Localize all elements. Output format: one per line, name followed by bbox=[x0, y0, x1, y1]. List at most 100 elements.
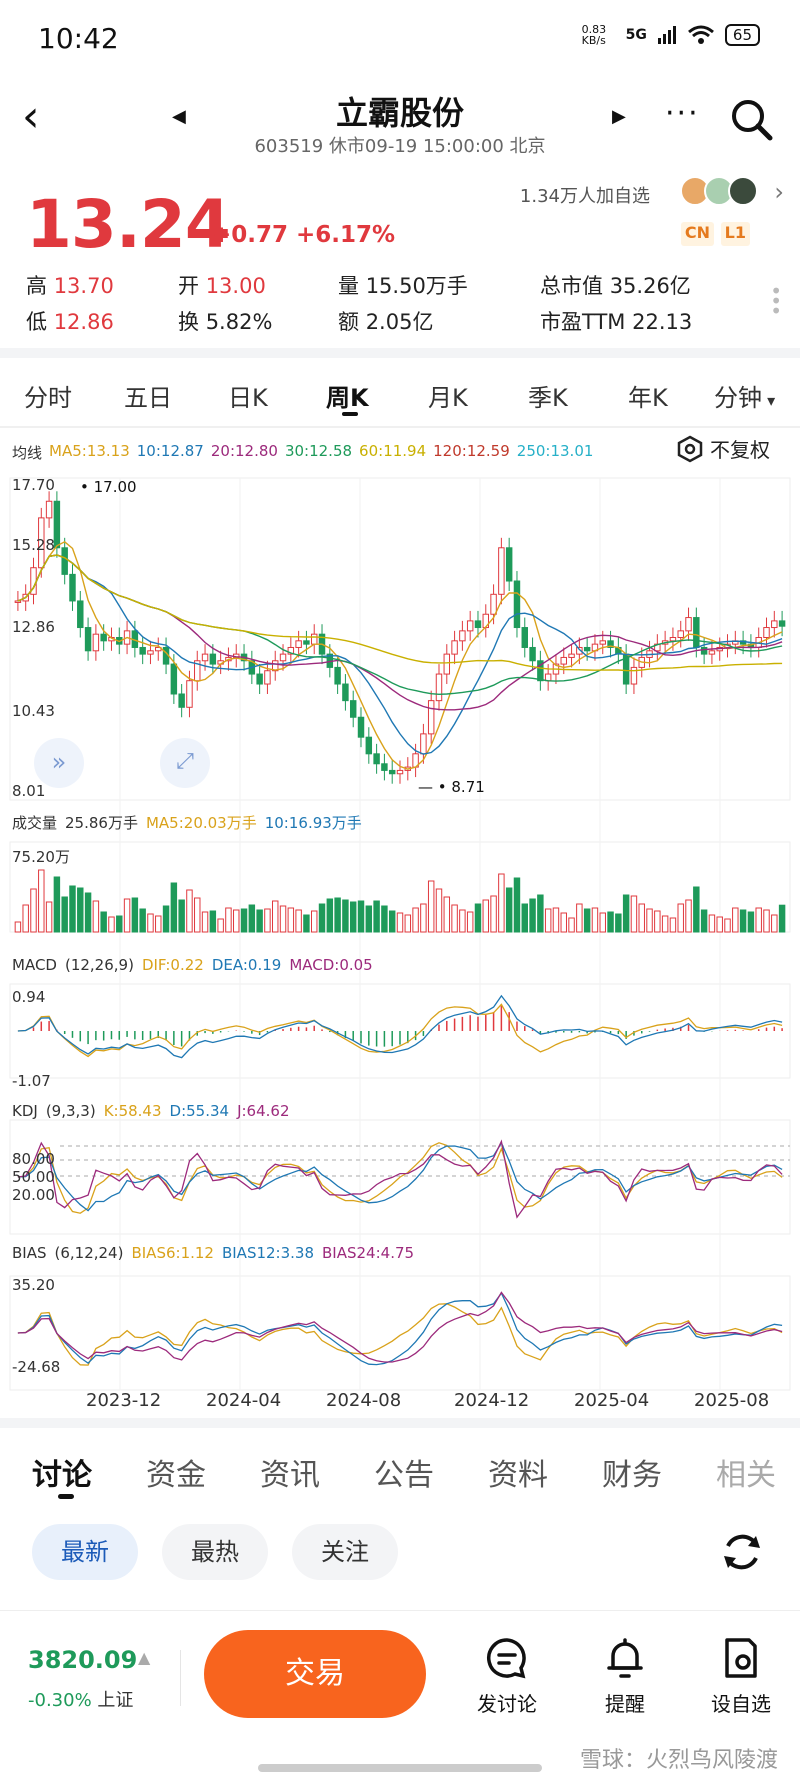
fullscreen-icon[interactable]: ⤢ bbox=[160, 738, 210, 788]
volume-bar bbox=[607, 911, 614, 933]
volume-bar bbox=[693, 886, 700, 933]
volume-bar bbox=[279, 905, 287, 933]
candle-body bbox=[186, 680, 193, 708]
kdj-k: K:58.43 bbox=[103, 1102, 162, 1120]
fast-forward-icon[interactable]: » bbox=[34, 738, 84, 788]
volume-bar bbox=[365, 905, 373, 933]
tab-five-day[interactable]: 五日 bbox=[124, 384, 172, 412]
divider bbox=[180, 1650, 181, 1706]
volume-bar bbox=[591, 907, 599, 933]
next-stock-arrow-icon[interactable]: ▶ bbox=[612, 106, 626, 127]
adjust-toggle[interactable]: 不复权 bbox=[676, 434, 770, 463]
filter-latest[interactable]: 最新 bbox=[32, 1524, 138, 1580]
followers-count[interactable]: 1.34万人加自选 bbox=[519, 186, 650, 207]
tab-discussion[interactable]: 讨论 bbox=[32, 1458, 92, 1493]
alert-button[interactable]: 提醒 bbox=[580, 1636, 670, 1717]
prev-stock-arrow-icon[interactable]: ◀ bbox=[172, 106, 186, 127]
follower-avatars[interactable] bbox=[680, 176, 758, 206]
candle-body bbox=[264, 670, 271, 685]
stat-pe-ttm: 市盈TTM 22.13 bbox=[540, 310, 693, 334]
y-tick: 12.86 bbox=[12, 618, 55, 636]
volume-bar bbox=[201, 911, 209, 933]
macd-bottom-tick: -1.07 bbox=[12, 1072, 51, 1090]
tab-quarterly-k[interactable]: 季K bbox=[528, 384, 568, 412]
candle-body bbox=[201, 653, 209, 662]
tab-profile[interactable]: 资料 bbox=[488, 1458, 548, 1493]
chart-panel bbox=[9, 983, 791, 1079]
volume-bar bbox=[708, 914, 716, 933]
index-value[interactable]: 3820.09 bbox=[28, 1646, 138, 1674]
expand-stats-icon[interactable]: • • • bbox=[770, 279, 782, 323]
tab-news[interactable]: 资讯 bbox=[260, 1458, 320, 1493]
x-date: 2024-04 bbox=[206, 1390, 282, 1411]
triangle-up-icon: ▲ bbox=[138, 1648, 151, 1667]
candle-body bbox=[349, 700, 357, 718]
volume-bar bbox=[490, 895, 497, 933]
candle-body bbox=[53, 500, 61, 549]
tab-announcements[interactable]: 公告 bbox=[374, 1458, 434, 1493]
signal-icon bbox=[657, 26, 676, 44]
ma-line bbox=[17, 540, 783, 770]
search-icon[interactable] bbox=[730, 98, 774, 142]
candle-body bbox=[170, 663, 178, 695]
candle-body bbox=[84, 627, 92, 652]
home-indicator[interactable] bbox=[258, 1764, 542, 1772]
index-change[interactable]: -0.30% 上证 bbox=[28, 1690, 134, 1711]
volume-bar bbox=[404, 914, 412, 933]
stat-open: 开 13.00 bbox=[178, 274, 266, 298]
filter-following[interactable]: 关注 bbox=[292, 1524, 398, 1580]
tab-related[interactable]: 相关 bbox=[716, 1458, 776, 1493]
volume-bar bbox=[498, 873, 505, 933]
chevron-right-icon[interactable]: › bbox=[774, 178, 784, 206]
volume-bar bbox=[53, 876, 61, 933]
trade-button[interactable]: 交易 bbox=[204, 1630, 426, 1718]
candle-body bbox=[92, 633, 100, 652]
watchlist-settings-button[interactable]: 设自选 bbox=[696, 1636, 786, 1717]
stock-code-status: 603519 休市09-19 15:00:00 北京 bbox=[254, 136, 546, 157]
volume-bar bbox=[381, 905, 388, 933]
ma-label: 均线 bbox=[12, 444, 43, 462]
avatar bbox=[728, 176, 758, 206]
macd-legend: MACD (12,26,9) DIF:0.22 DEA:0.19 MACD:0.… bbox=[12, 956, 373, 974]
candle-body bbox=[100, 633, 107, 642]
volume-bar bbox=[240, 908, 248, 933]
stock-name: 立霸股份 bbox=[335, 94, 464, 132]
macd-dif-line bbox=[17, 1003, 783, 1058]
candle-body bbox=[45, 500, 53, 519]
macd-value: MACD:0.05 bbox=[289, 956, 373, 974]
candle-body bbox=[303, 640, 310, 645]
filter-hottest[interactable]: 最热 bbox=[162, 1524, 268, 1580]
tab-minute[interactable]: 分钟 ▾ bbox=[714, 384, 776, 412]
volume-bar bbox=[576, 903, 583, 933]
tab-intraday[interactable]: 分时 bbox=[24, 384, 72, 412]
volume-bar bbox=[396, 912, 404, 933]
volume-bar bbox=[521, 903, 528, 933]
tab-yearly-k[interactable]: 年K bbox=[628, 384, 668, 412]
candle-body bbox=[521, 627, 528, 648]
tab-weekly-k[interactable]: 周K bbox=[326, 384, 369, 412]
refresh-icon[interactable] bbox=[720, 1530, 764, 1574]
volume-bar bbox=[700, 909, 708, 933]
ma250-value: 250:13.01 bbox=[516, 442, 594, 460]
tab-financials[interactable]: 财务 bbox=[602, 1458, 662, 1493]
tab-funds[interactable]: 资金 bbox=[146, 1458, 206, 1493]
more-menu-icon[interactable]: ··· bbox=[665, 96, 700, 131]
post-discussion-button[interactable]: 发讨论 bbox=[462, 1636, 552, 1717]
volume-bar bbox=[420, 903, 427, 933]
tab-monthly-k[interactable]: 月K bbox=[428, 384, 468, 412]
stock-chart[interactable] bbox=[0, 470, 800, 1410]
volume-bar bbox=[544, 908, 552, 933]
back-button[interactable]: ‹ bbox=[22, 91, 40, 142]
stat-high: 高 13.70 bbox=[26, 274, 114, 298]
candle-body bbox=[14, 600, 22, 603]
volume-bar bbox=[162, 905, 170, 933]
tab-daily-k[interactable]: 日K bbox=[228, 384, 268, 412]
ma-line bbox=[17, 554, 783, 755]
volume-bar bbox=[661, 915, 669, 933]
net-speed: 0.83 KB/s bbox=[581, 23, 607, 47]
bias24: BIAS24:4.75 bbox=[322, 1244, 415, 1262]
kdj-tick: 20.00 bbox=[12, 1186, 55, 1204]
status-time: 10:42 bbox=[38, 22, 119, 55]
volume-bar bbox=[654, 910, 661, 933]
candle-body bbox=[365, 736, 373, 755]
